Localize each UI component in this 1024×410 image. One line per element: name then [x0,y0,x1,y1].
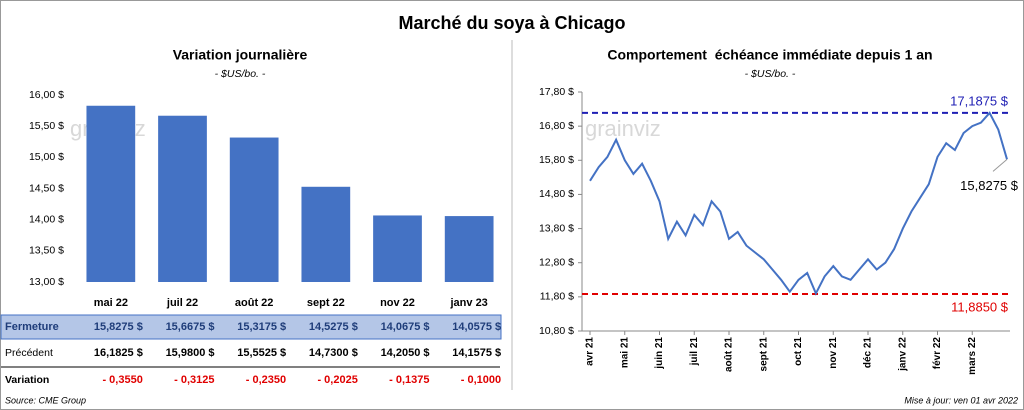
table-cell: 15,3175 $ [237,321,286,333]
table-row-label: Fermeture [5,321,59,333]
table-cell: 14,5275 $ [309,321,358,333]
x-tick-label: janv 22 [897,337,908,372]
chart-subtitle: - $US/bo. - [745,68,796,80]
table-cell: 14,0575 $ [452,321,501,333]
table-cell: 15,6675 $ [166,321,215,333]
x-tick-label: août 22 [235,297,274,309]
watermark: grainviz [585,116,661,141]
source: Source: CME Group [5,395,86,405]
x-tick-label: sept 21 [758,337,769,372]
reference-label: 17,1875 $ [950,93,1009,108]
table-row-label: Variation [5,374,49,386]
x-tick-label: oct 21 [793,337,804,366]
chart-title: Variation journalière [173,47,308,63]
y-tick-label: 11,80 $ [540,291,574,303]
page-title: Marché du soya à Chicago [398,13,625,33]
y-tick-label: 13,80 $ [539,222,574,234]
x-tick-label: nov 21 [828,337,839,369]
table-cell: - 0,2350 [246,374,286,386]
x-tick-label: mars 22 [967,337,978,375]
table-cell: 14,1575 $ [452,347,501,359]
x-tick-label: mai 22 [94,297,128,309]
table-row-label: Précédent [5,347,53,359]
table-cell: 15,9800 $ [166,347,215,359]
table-cell: 14,2050 $ [381,347,430,359]
x-tick-label: juil 22 [166,297,198,309]
x-tick-label: déc 21 [863,337,874,369]
x-tick-label: août 21 [724,337,735,372]
table-cell: 14,0675 $ [381,321,430,333]
x-tick-label: juin 21 [654,337,665,370]
end-leader [992,158,1008,172]
x-tick-label: nov 22 [380,297,415,309]
table-cell: - 0,3550 [102,374,142,386]
table-cell: - 0,2025 [317,374,357,386]
y-tick-label: 12,80 $ [539,256,574,268]
y-tick-label: 15,50 $ [29,120,64,132]
table-cell: 15,5525 $ [237,347,286,359]
reference-label: 11,8850 $ [951,299,1009,314]
bar [86,105,136,282]
chart-subtitle: - $US/bo. - [215,68,266,80]
table-cell: - 0,1375 [389,374,429,386]
bar [301,186,351,282]
y-tick-label: 14,50 $ [29,182,64,194]
y-tick-label: 17,80 $ [539,86,574,98]
bar [444,216,494,282]
x-tick-label: juil 21 [689,337,700,367]
table-cell: 15,8275 $ [94,321,143,333]
table-cell: - 0,1000 [461,374,501,386]
x-tick-label: févr 22 [932,337,943,370]
y-tick-label: 13,50 $ [29,245,64,257]
chart-title: Comportement échéance immédiate depuis 1… [607,47,932,63]
y-tick-label: 15,80 $ [539,154,574,166]
y-tick-label: 14,00 $ [29,213,64,225]
x-tick-label: janv 23 [450,297,488,309]
bar [229,137,279,282]
y-tick-label: 13,00 $ [29,276,64,288]
updated: Mise à jour: ven 01 avr 2022 [904,395,1018,405]
x-tick-label: avr 21 [585,337,596,366]
y-tick-label: 16,00 $ [29,89,64,101]
y-tick-label: 10,80 $ [539,325,574,337]
table-cell: 16,1825 $ [94,347,143,359]
bar [373,215,422,282]
x-tick-label: sept 22 [307,297,345,309]
x-tick-label: mai 21 [619,337,630,369]
bar [158,115,207,282]
price-line [589,111,1008,296]
y-tick-label: 16,80 $ [539,120,574,132]
y-tick-label: 14,80 $ [539,188,574,200]
table-row-highlight [0,314,502,340]
end-label: 15,8275 $ [960,178,1019,193]
table-cell: - 0,3125 [174,374,214,386]
y-tick-label: 15,00 $ [29,151,64,163]
table-cell: 14,7300 $ [309,347,358,359]
